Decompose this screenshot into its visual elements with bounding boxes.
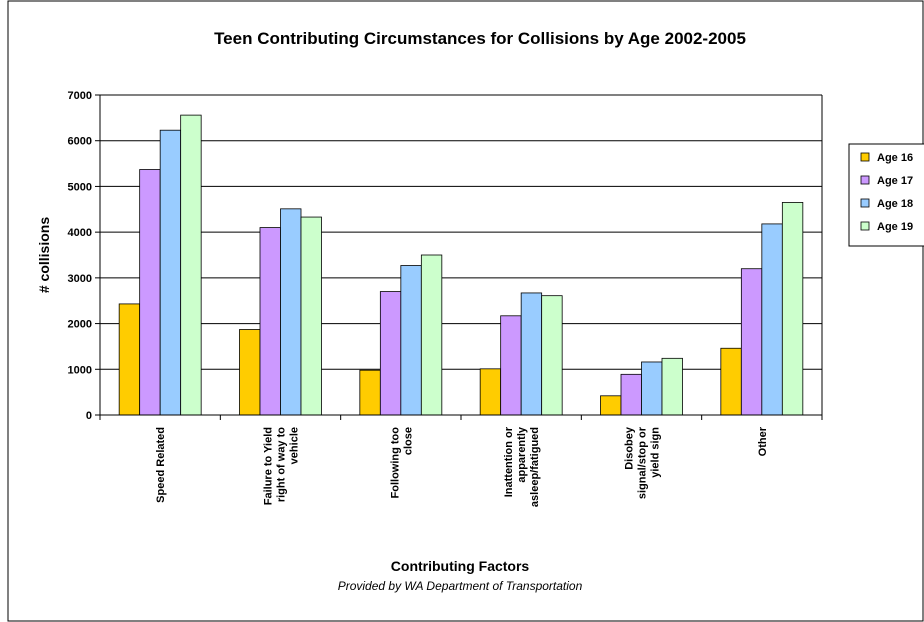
- chart-title: Teen Contributing Circumstances for Coll…: [214, 29, 746, 48]
- bar-age-16: [479, 368, 502, 416]
- x-category-label: Inattention or: [503, 426, 515, 497]
- x-category-label: Following too: [389, 427, 401, 499]
- y-tick-label: 4000: [68, 227, 92, 239]
- x-axis-title: Contributing Factors: [391, 558, 530, 574]
- axes: [99, 94, 823, 420]
- bar-age-16: [118, 303, 141, 416]
- bar-age-17: [139, 169, 161, 416]
- bar-age-18: [280, 208, 302, 416]
- bar-age-19: [661, 357, 683, 416]
- x-category-label: vehicle: [289, 427, 301, 464]
- legend-label: Age 17: [877, 175, 913, 187]
- x-axis-categories: Speed Related Failure to Yield right of wa…: [155, 426, 769, 507]
- bar-age-17: [620, 373, 642, 416]
- bar-age-17: [259, 227, 281, 416]
- x-category-label: right of way to: [276, 427, 288, 502]
- bar-age-18: [400, 265, 422, 416]
- x-category-label: yield sign: [650, 427, 662, 478]
- bar-age-18: [520, 292, 543, 416]
- y-tick-label: 3000: [68, 273, 92, 285]
- legend: Age 16 Age 17 Age 18 Age 19: [848, 143, 924, 247]
- bar-age-19: [541, 295, 563, 416]
- y-tick-label: 7000: [68, 90, 92, 102]
- legend-swatch: [860, 221, 870, 231]
- y-tick-label: 2000: [68, 319, 92, 331]
- bar-age-17: [500, 315, 522, 416]
- x-category-label: asleep/fatigued: [529, 427, 541, 507]
- bar-age-18: [159, 129, 182, 416]
- source-credit: Provided by WA Department of Transportat…: [338, 579, 583, 593]
- bar-age-19: [180, 114, 202, 416]
- bar-age-19: [781, 202, 804, 416]
- legend-swatch: [860, 152, 870, 162]
- bar-age-16: [359, 369, 381, 416]
- legend-label: Age 16: [877, 152, 913, 164]
- bar-age-17: [379, 291, 402, 416]
- legend-swatch: [860, 198, 870, 208]
- plot-area: [100, 95, 822, 415]
- x-category-label: signal/stop or: [637, 426, 649, 499]
- bar-age-17: [740, 268, 763, 416]
- y-axis-title: # collisions: [36, 217, 52, 293]
- x-category-label: Failure to Yield: [263, 427, 275, 505]
- bar-age-19: [300, 216, 322, 416]
- x-category-label: close: [402, 427, 414, 455]
- y-tick-label: 1000: [68, 364, 92, 376]
- x-category-label: apparently: [516, 426, 528, 483]
- y-tick-label: 5000: [68, 181, 92, 193]
- bar-age-18: [761, 223, 783, 416]
- legend-label: Age 18: [877, 198, 913, 210]
- y-tick-label: 0: [86, 410, 92, 422]
- bar-age-18: [641, 361, 663, 416]
- x-category-label: Speed Related: [155, 427, 167, 503]
- y-axis-ticks: 0 1000 2000 3000 4000 5000 6000 7000: [68, 90, 100, 422]
- legend-label: Age 19: [877, 221, 913, 233]
- x-category-label: Other: [757, 426, 769, 456]
- bar-age-19: [420, 254, 443, 416]
- bar-age-16: [600, 395, 622, 416]
- y-tick-label: 6000: [68, 136, 92, 148]
- bars: [118, 114, 804, 416]
- bar-age-16: [720, 347, 742, 416]
- x-category-label: Disobey: [624, 426, 636, 470]
- bar-age-16: [239, 329, 261, 416]
- legend-swatch: [860, 175, 870, 185]
